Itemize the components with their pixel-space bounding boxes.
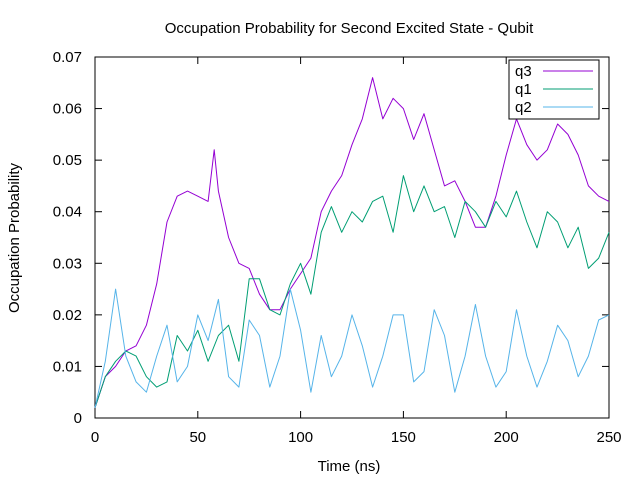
x-tick-label: 50 [189,429,206,446]
y-tick-label: 0.01 [53,358,82,375]
series-line-q3 [94,77,610,408]
y-tick-label: 0.02 [53,307,82,324]
x-tick-label: 200 [494,429,519,446]
y-tick-label: 0.07 [53,49,82,66]
y-tick-label: 0.03 [53,255,82,272]
x-tick-label: 250 [596,429,621,446]
series-line-q2 [94,288,610,408]
series-line-q1 [94,175,610,408]
axes: 0 50 100 150 200 250 0 0.01 0.02 0.03 0.04 0.05 0.06… [53,49,622,446]
y-axis-label: Occupation Probability [6,162,23,313]
y-tick-label: 0 [74,410,82,427]
x-tick-label: 0 [91,429,99,446]
y-tick-label: 0.05 [53,152,82,169]
chart-title: Occupation Probability for Second Excite… [165,20,534,37]
y-tick-label: 0.04 [53,204,82,221]
y-tick-label: 0.06 [53,101,82,118]
legend-label-q3: q3 [515,63,532,80]
plot-frame [94,56,610,419]
x-axis-label: Time (ns) [318,458,381,475]
legend-label-q1: q1 [515,81,532,98]
series-lines [94,77,610,408]
x-tick-label: 150 [391,429,416,446]
legend-label-q2: q2 [515,99,532,116]
x-tick-label: 100 [288,429,313,446]
